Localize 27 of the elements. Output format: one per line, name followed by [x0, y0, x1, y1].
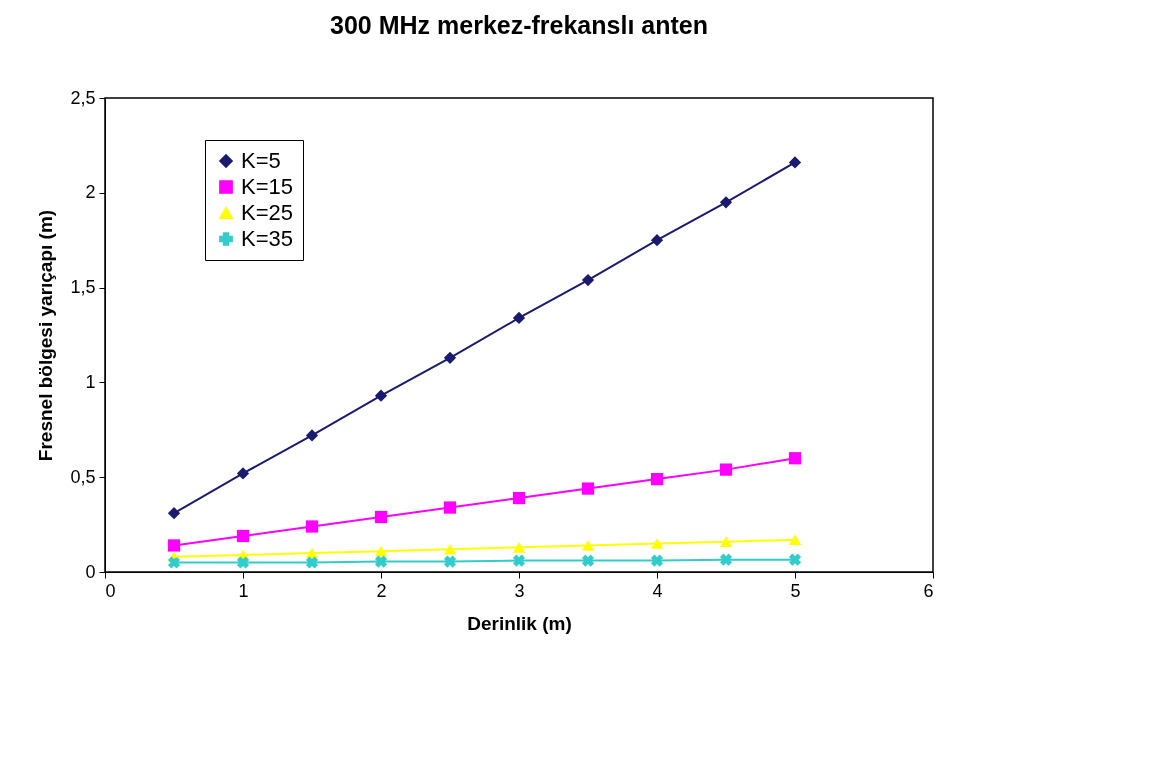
y-axis-title: Fresnel bölgesi yarıçapı (m) — [35, 209, 57, 462]
x-tick-label: 0 — [105, 580, 116, 601]
point — [167, 539, 181, 552]
legend-label: K=15 — [241, 174, 293, 199]
chart-title: 300 MHz merkez-frekanslı anten — [330, 11, 708, 39]
y-tick-label: 0,5 — [70, 466, 96, 487]
x-axis-title: Derinlik (m) — [467, 612, 572, 634]
legend-label: K=25 — [241, 200, 293, 225]
y-tick-label: 0 — [85, 561, 96, 582]
x-tick-label: 3 — [514, 580, 525, 601]
legend-label: K=5 — [241, 148, 281, 173]
point — [650, 554, 664, 567]
y-tick-label: 1 — [85, 371, 96, 392]
x-tick-label: 4 — [652, 580, 663, 601]
x-tick-label: 1 — [238, 580, 249, 601]
point — [443, 555, 457, 568]
x-tick-label: 6 — [923, 580, 934, 601]
x-tick-label: 5 — [790, 580, 801, 601]
point — [374, 555, 388, 568]
x-tick-label: 2 — [376, 580, 387, 601]
point — [512, 554, 526, 567]
y-tick-label: 2,5 — [70, 87, 96, 108]
legend-label: K=35 — [241, 226, 293, 251]
y-tick-label: 1,5 — [70, 277, 96, 298]
y-tick-label: 2 — [85, 182, 96, 203]
point — [788, 553, 802, 566]
point — [581, 554, 595, 567]
